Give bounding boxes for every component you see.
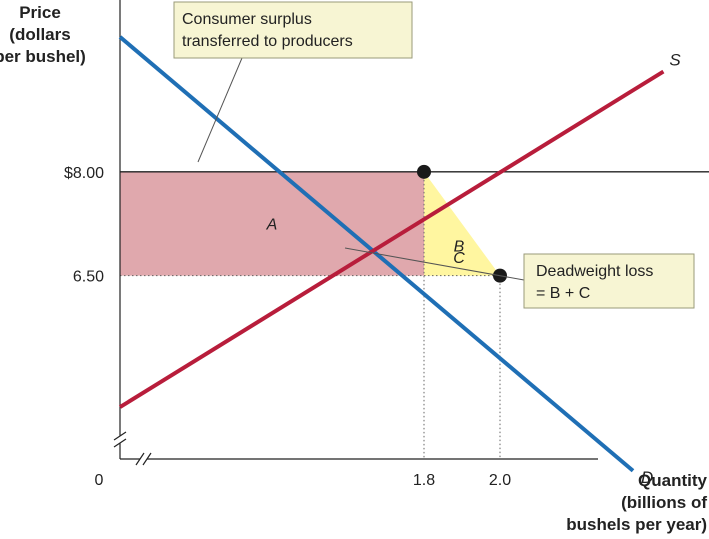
callouts: Consumer surplus transferred to producers… <box>173 1 695 309</box>
deadweight-callout-leader <box>344 247 525 281</box>
supply-label: S <box>669 51 681 70</box>
y-axis-title-line-0: Price <box>19 3 61 22</box>
y-tick-label-1: 6.50 <box>73 269 104 286</box>
shaded-regions <box>120 171 500 276</box>
x-axis-title-line-2: bushels per year) <box>566 515 707 534</box>
floor-point <box>417 164 431 179</box>
supply-curve <box>118 69 665 409</box>
deadweight-callout-line-0: Deadweight loss <box>536 263 653 280</box>
labels: D S A BC $8.00 6.50 1.8 2.0 0 Price (dollars per bu… <box>0 3 708 534</box>
region-a <box>120 171 424 276</box>
x-tick-label-1: 2.0 <box>489 472 511 489</box>
x-axis-title-line-1: (billions of <box>621 493 707 512</box>
surplus-callout-line-0: Consumer surplus <box>182 11 312 28</box>
deadweight-callout-box <box>523 253 695 309</box>
demand-label: D <box>641 468 653 487</box>
y-axis-title-line-2: per bushel) <box>0 47 86 66</box>
region-a-label: A <box>266 217 278 234</box>
region-b-label: B <box>454 239 465 256</box>
surplus-callout-line-1: transferred to producers <box>182 33 353 50</box>
surplus-callout-leader <box>197 57 243 163</box>
guide-lines <box>120 171 501 459</box>
y-axis-title-line-1: (dollars <box>9 25 70 44</box>
axes <box>113 0 598 466</box>
region-c-label: C <box>453 250 465 267</box>
x-tick-label-0: 1.8 <box>413 472 435 489</box>
region-c <box>424 219 500 276</box>
deadweight-callout-line-1: = B + C <box>536 285 590 302</box>
surplus-callout-box <box>173 1 413 59</box>
x-axis-title-line-0: Quantity <box>638 471 707 490</box>
y-axis-break <box>113 428 127 459</box>
y-tick-label-0: $8.00 <box>64 165 104 182</box>
origin-label: 0 <box>95 472 104 489</box>
